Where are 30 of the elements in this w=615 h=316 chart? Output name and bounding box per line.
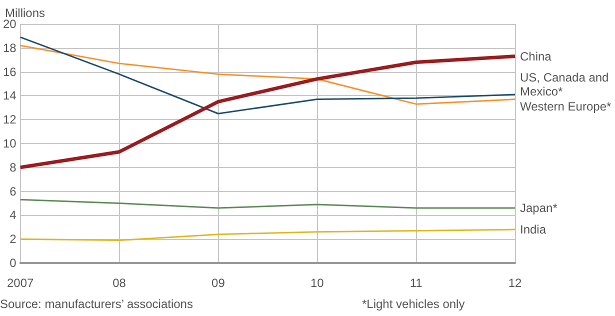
y-tick-label: 10 [2, 136, 17, 150]
line-series [20, 228, 516, 242]
y-tick-label: 16 [2, 64, 17, 79]
y-tick-label: 20 [2, 17, 17, 31]
x-tick-label: 08 [112, 276, 126, 290]
series-label: India [520, 222, 546, 237]
series-label: Japan* [520, 201, 558, 216]
x-tick-label: 2007 [6, 276, 34, 290]
line-series [18, 54, 517, 170]
line-series [20, 198, 516, 209]
y-tick-label: 2 [10, 232, 17, 246]
line-series [20, 44, 516, 105]
x-tick-label: 12 [508, 276, 522, 290]
y-tick-label: 8 [10, 160, 17, 174]
y-tick-label: 0 [10, 256, 17, 270]
series-label: US, Canada and Mexico* [520, 70, 612, 99]
y-tick-label: 6 [10, 184, 17, 198]
y-tick-label: 18 [2, 40, 17, 55]
y-tick-label: 14 [2, 88, 17, 103]
x-tick-label: 11 [410, 276, 423, 290]
line-series [20, 36, 516, 114]
source-note: Source: manufacturers’ associations [0, 297, 193, 311]
text: *Light vehicles only [362, 297, 465, 311]
y-tick-label: 4 [10, 208, 17, 222]
series-label: Western Europe* [520, 100, 612, 114]
x-tick-label: 10 [310, 276, 324, 290]
series-label: China [520, 49, 552, 64]
y-axis-title: Millions [5, 6, 46, 20]
x-tick-label: 09 [212, 276, 226, 290]
y-tick-label: 12 [2, 112, 17, 127]
